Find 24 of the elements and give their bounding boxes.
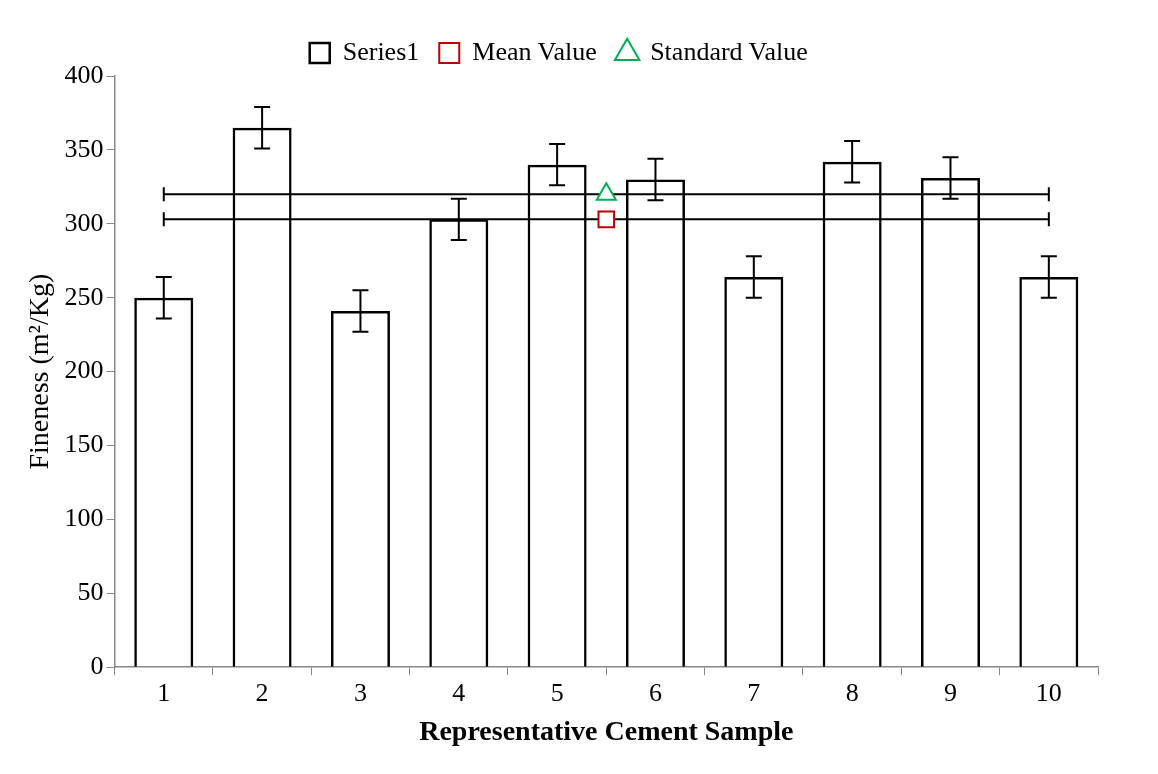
x-tick-label: 4	[452, 677, 466, 707]
x-tick-label: 6	[648, 677, 662, 707]
x-tick-label: 8	[845, 677, 859, 707]
legend-label: Mean Value	[472, 36, 597, 66]
y-tick-label: 300	[64, 207, 104, 237]
legend-label: Standard Value	[650, 36, 808, 66]
y-tick-label: 350	[64, 133, 104, 163]
x-tick-label: 5	[550, 677, 564, 707]
y-tick-label: 50	[77, 577, 104, 607]
y-tick-label: 150	[64, 429, 104, 459]
x-tick-label: 1	[157, 677, 171, 707]
y-tick-label: 200	[64, 355, 104, 385]
y-tick-label: 400	[64, 59, 104, 89]
legend-label: Series1	[342, 36, 420, 66]
x-axis-title: Representative Cement Sample	[419, 715, 794, 747]
y-tick-label: 100	[64, 503, 104, 533]
y-axis-title: Fineness (m²/Kg)	[23, 273, 55, 470]
x-tick-label: 2	[255, 677, 269, 707]
x-tick-label: 3	[353, 677, 367, 707]
x-tick-label: 9	[943, 677, 957, 707]
x-tick-label: 10	[1035, 677, 1062, 707]
x-tick-label: 7	[747, 677, 761, 707]
y-tick-label: 250	[64, 281, 104, 311]
y-tick-label: 0	[90, 651, 104, 681]
